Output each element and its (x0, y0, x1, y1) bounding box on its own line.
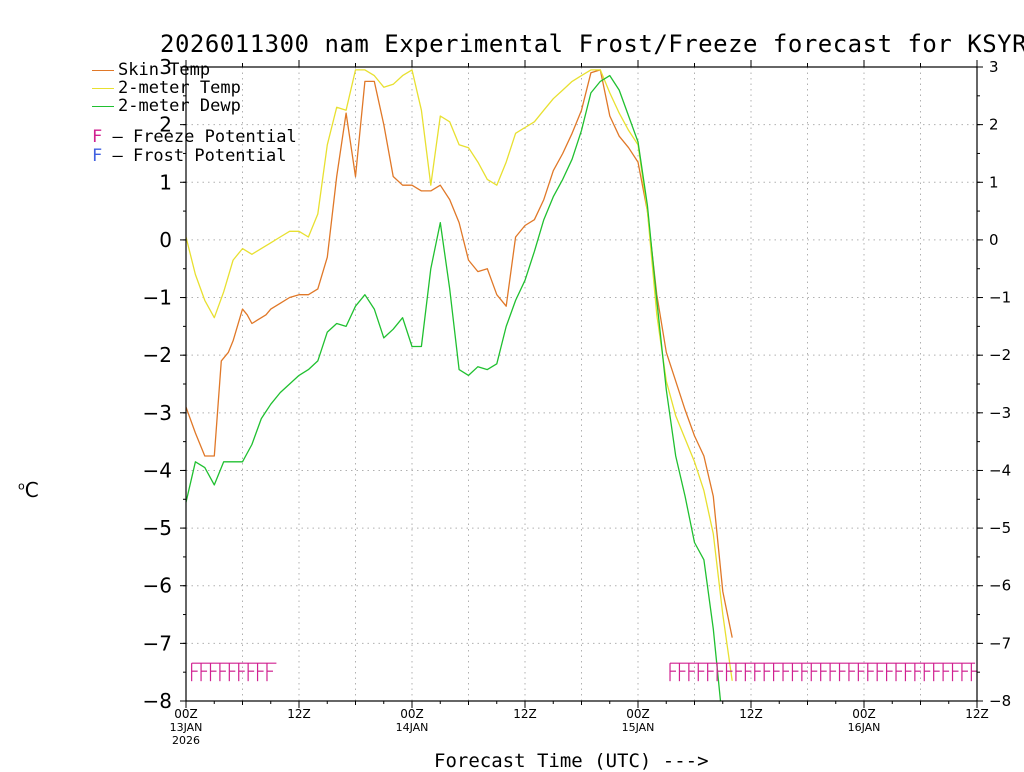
ytick-label-left-3: −5 (143, 516, 172, 540)
legend-line-skin (92, 69, 114, 71)
xtick-day-4: 15JAN (622, 721, 655, 734)
ytick-label-right-11: 3 (989, 58, 999, 76)
xtick-label-3: 12Z (513, 707, 537, 721)
xtick-label-6: 00Z (852, 707, 876, 721)
legend-freeze-text: – Freeze Potential (102, 127, 297, 147)
legend-2m-dewp: 2-meter Dewp (92, 97, 241, 115)
ytick-label-right-4: −4 (989, 461, 1011, 479)
ytick-label-left-10: 2 (159, 113, 172, 137)
xtick-label-2: 00Z (400, 707, 424, 721)
ytick-label-left-8: 0 (159, 228, 172, 252)
legend-label-2mdewp: 2-meter Dewp (118, 96, 241, 116)
legend-freeze-letter: F (92, 127, 103, 147)
xtick-day-0: 13JAN (170, 721, 203, 734)
grid-lines (186, 67, 977, 701)
ytick-label-left-0: −8 (143, 689, 172, 713)
ytick-label-left-4: −4 (143, 458, 172, 482)
ytick-label-right-6: −2 (989, 346, 1011, 364)
degree-mark: o (18, 479, 25, 493)
ytick-label-left-9: 1 (159, 170, 172, 194)
ytick-label-left-11: 3 (159, 55, 172, 79)
ytick-label-right-3: −5 (989, 519, 1011, 537)
xtick-year-0: 2026 (172, 734, 200, 747)
ytick-label-right-1: −7 (989, 634, 1011, 652)
ytick-label-right-8: 0 (989, 231, 999, 249)
legend-freeze-potential: F – Freeze Potential (92, 128, 297, 146)
ytick-label-left-5: −3 (143, 401, 172, 425)
ytick-label-right-0: −8 (989, 692, 1011, 710)
x-axis-label: Forecast Time (UTC) ---> (434, 750, 709, 772)
y-axis-unit: C (24, 478, 39, 502)
xtick-label-0: 00Z (174, 707, 198, 721)
ytick-label-right-7: −1 (989, 289, 1011, 307)
chart-title: 2026011300 nam Experimental Frost/Freeze… (160, 30, 1024, 58)
legend-line-2mtemp (92, 87, 114, 89)
series-line-2-meter-dewp (186, 74, 722, 701)
legend-frost-text: – Frost Potential (102, 146, 287, 166)
legend-2m-temp: 2-meter Temp (92, 79, 241, 97)
xtick-day-6: 16JAN (848, 721, 881, 734)
legend-line-2mdewp (92, 105, 114, 107)
ytick-label-right-2: −6 (989, 577, 1011, 595)
xtick-label-5: 12Z (739, 707, 763, 721)
legend-frost-letter: F (92, 146, 103, 166)
legend-label-skin: Skin Temp (118, 60, 211, 80)
legend-frost-potential: F – Frost Potential (92, 147, 286, 165)
plot-frame (185, 66, 978, 702)
xtick-label-1: 12Z (287, 707, 311, 721)
ytick-label-left-6: −2 (143, 343, 172, 367)
series-line-skin-temp (186, 69, 733, 638)
y-axis-right: −8 −7 −6 −5 −4 −3 −2 −1 0 1 2 3 (977, 58, 1011, 710)
ytick-label-right-9: 1 (989, 173, 999, 191)
ytick-label-left-1: −7 (143, 631, 172, 655)
xtick-label-7: 12Z (965, 707, 989, 721)
ytick-label-left-7: −1 (143, 286, 172, 310)
freeze-markers (191, 662, 978, 682)
y-axis-left: −8 −7 −6 −5 −4 −3 −2 −1 0 1 2 3 (143, 55, 186, 713)
xtick-label-4: 00Z (626, 707, 650, 721)
y-axis-label: oC (18, 478, 39, 502)
ytick-label-left-2: −6 (143, 574, 172, 598)
legend-label-2mtemp: 2-meter Temp (118, 78, 241, 98)
legend-skin-temp: Skin Temp (92, 61, 210, 79)
xtick-day-2: 14JAN (396, 721, 429, 734)
series-lines (186, 69, 733, 701)
ytick-label-right-5: −3 (989, 404, 1011, 422)
ytick-label-right-10: 2 (989, 116, 999, 134)
